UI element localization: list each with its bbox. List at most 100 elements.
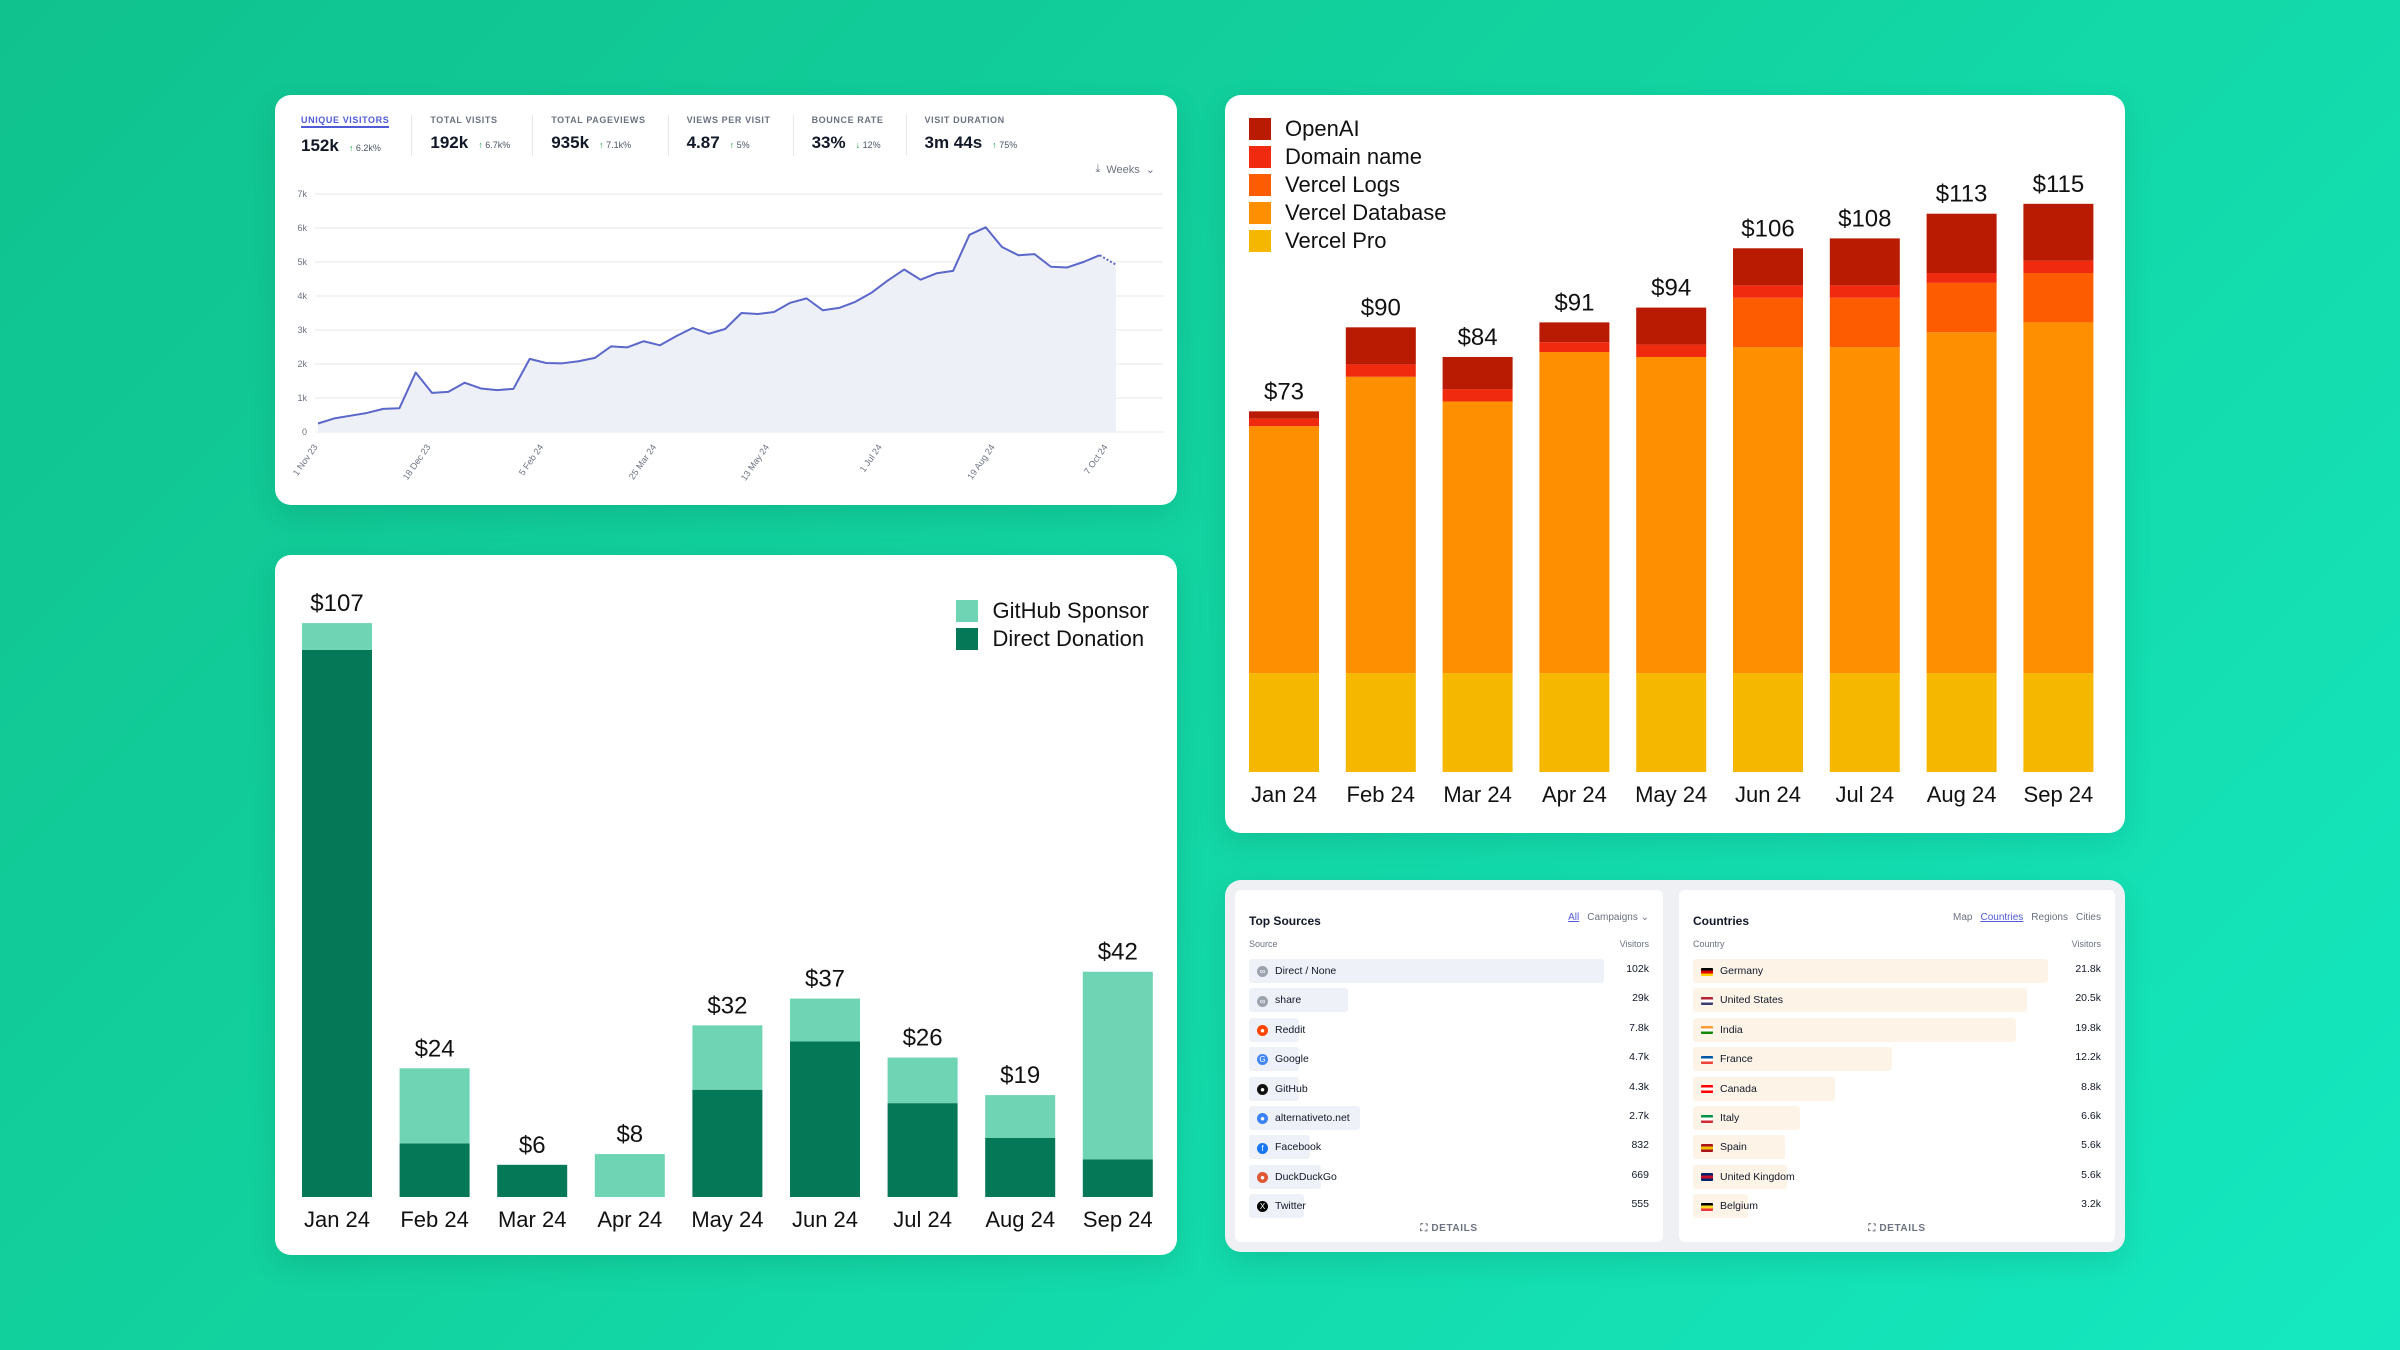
countries-list: Germany 21.8k United States 20.5k India 19.8k… bbox=[1693, 957, 2101, 1222]
list-item[interactable]: India 19.8k bbox=[1693, 1016, 2101, 1045]
kpi-tab[interactable]: TOTAL VISITS 192k ↑ 6.7k% bbox=[430, 115, 534, 156]
row-label: ● alternativeto.net bbox=[1257, 1104, 1350, 1133]
tab-regions[interactable]: Regions bbox=[2031, 912, 2068, 923]
bar-segment-domain-name bbox=[1636, 344, 1707, 357]
legend-label: Direct Donation bbox=[992, 626, 1145, 651]
kpi-row: UNIQUE VISITORS 152k ↑ 6.2k% TOTAL VISITS 19… bbox=[301, 115, 1057, 156]
list-item[interactable]: Spain 5.6k bbox=[1693, 1133, 2101, 1162]
kpi-value: 4.87 bbox=[686, 133, 720, 152]
bar-segment-github-sponsor bbox=[399, 1068, 470, 1144]
legend-label: Vercel Pro bbox=[1285, 228, 1387, 253]
interval-selector[interactable]: ⤓ Weeks ⌄ bbox=[1095, 163, 1155, 176]
row-value: 19.8k bbox=[2075, 1021, 2101, 1034]
tab-countries[interactable]: Countries bbox=[1980, 912, 2024, 923]
legend-swatch bbox=[1249, 174, 1271, 196]
kpi-tab[interactable]: BOUNCE RATE 33% ↓ 12% bbox=[812, 115, 907, 156]
kpi-label: TOTAL VISITS bbox=[430, 115, 498, 125]
tab-all[interactable]: All bbox=[1568, 912, 1580, 923]
list-item[interactable]: ● DuckDuckGo 669 bbox=[1249, 1163, 1649, 1192]
kpi-tab[interactable]: TOTAL PAGEVIEWS 935k ↑ 7.1k% bbox=[551, 115, 669, 156]
legend-swatch bbox=[1249, 118, 1271, 140]
belgium-flag-icon bbox=[1701, 1202, 1713, 1211]
bar-segment-vercel-pro bbox=[1345, 673, 1416, 772]
value-bar bbox=[1693, 1017, 2017, 1042]
bar-segment-domain-name bbox=[1733, 285, 1803, 298]
row-value: 29k bbox=[1632, 992, 1649, 1005]
kpi-tab[interactable]: VIEWS PER VISIT 4.87 ↑ 5% bbox=[687, 115, 794, 156]
list-item[interactable]: ● Reddit 7.8k bbox=[1249, 1016, 1649, 1045]
list-item[interactable]: f Facebook 832 bbox=[1249, 1133, 1649, 1162]
row-name: GitHub bbox=[1275, 1082, 1308, 1095]
bar-total-label: $73 bbox=[1264, 378, 1304, 405]
bar-segment-domain-name bbox=[1249, 418, 1319, 427]
row-value: 8.8k bbox=[2081, 1080, 2101, 1093]
bar-segment-github-sponsor bbox=[594, 1154, 665, 1197]
x-category-label: May 24 bbox=[1635, 782, 1707, 807]
list-item[interactable]: ∞ share 29k bbox=[1249, 986, 1649, 1015]
row-value: 20.5k bbox=[2075, 992, 2101, 1005]
list-item[interactable]: Germany 21.8k bbox=[1693, 957, 2101, 986]
bar-segment-direct-donation bbox=[302, 649, 372, 1197]
bar-total-label: $6 bbox=[519, 1132, 546, 1159]
row-name: Facebook bbox=[1275, 1141, 1322, 1154]
row-value: 102k bbox=[1626, 963, 1649, 975]
list-item[interactable]: United Kingdom 5.6k bbox=[1693, 1163, 2101, 1192]
tab-cities[interactable]: Cities bbox=[2075, 912, 2101, 923]
x-tick-label: 7 Oct 24 bbox=[1082, 442, 1110, 476]
kpi-delta-text: 6.2k% bbox=[355, 143, 381, 153]
value-bar bbox=[1693, 959, 2048, 983]
legend-item: Direct Donation bbox=[956, 625, 1149, 653]
list-item[interactable]: France 12.2k bbox=[1693, 1045, 2101, 1074]
list-item[interactable]: United States 20.5k bbox=[1693, 986, 2101, 1015]
row-label: India bbox=[1701, 1016, 1743, 1045]
kpi-value: 935k bbox=[551, 133, 590, 152]
row-name: United Kingdom bbox=[1720, 1170, 1795, 1183]
kpi-delta: ↑ 6.2k% bbox=[349, 143, 381, 153]
x-category-label: Jun 24 bbox=[1735, 782, 1801, 807]
list-item[interactable]: G Google 4.7k bbox=[1249, 1045, 1649, 1074]
details-button[interactable]: ⛶ DETAILS bbox=[1868, 1223, 1926, 1234]
panel-title: Countries bbox=[1693, 914, 1750, 928]
reddit-icon: ● bbox=[1257, 1024, 1268, 1036]
expand-icon: ⛶ bbox=[1868, 1223, 1880, 1234]
row-name: India bbox=[1720, 1023, 1743, 1036]
row-value: 2.7k bbox=[1629, 1109, 1649, 1122]
bar-segment-openai bbox=[1733, 248, 1803, 286]
italy-flag-icon bbox=[1701, 1114, 1713, 1123]
list-item[interactable]: ● GitHub 4.3k bbox=[1249, 1075, 1649, 1104]
kpi-tab[interactable]: VISIT DURATION 3m 44s ↑ 75% bbox=[925, 115, 1040, 156]
x-category-label: Apr 24 bbox=[597, 1207, 662, 1232]
y-tick-label: 1k bbox=[297, 393, 307, 403]
row-name: Direct / None bbox=[1275, 965, 1337, 977]
list-item[interactable]: ● alternativeto.net 2.7k bbox=[1249, 1104, 1649, 1133]
bar-segment-vercel-database bbox=[1442, 401, 1513, 674]
kpi-delta-text: 6.7k% bbox=[485, 140, 511, 150]
bar-segment-vercel-database bbox=[2023, 322, 2094, 674]
kpi-label: BOUNCE RATE bbox=[811, 115, 884, 125]
kpi-delta: ↓ 12% bbox=[856, 140, 881, 150]
download-icon[interactable]: ⤓ bbox=[1095, 163, 1101, 175]
kpi-value: 3m 44s bbox=[924, 133, 983, 152]
list-item[interactable]: ∞ Direct / None 102k bbox=[1249, 957, 1649, 986]
google-icon: G bbox=[1257, 1054, 1268, 1066]
bar-segment-vercel-logs bbox=[1829, 297, 1900, 348]
tab-map[interactable]: Map bbox=[1953, 912, 1973, 923]
tab-campaigns[interactable]: Campaigns ⌄ bbox=[1587, 912, 1649, 923]
kpi-delta: ↑ 5% bbox=[730, 140, 750, 150]
y-tick-label: 5k bbox=[297, 257, 307, 267]
list-item[interactable]: X Twitter 555 bbox=[1249, 1192, 1649, 1221]
row-name: France bbox=[1720, 1053, 1753, 1066]
kpi-tab[interactable]: UNIQUE VISITORS 152k ↑ 6.2k% bbox=[301, 115, 413, 156]
bar-segment-vercel-pro bbox=[1442, 673, 1513, 772]
row-label: France bbox=[1701, 1045, 1753, 1074]
bar-total-label: $107 bbox=[310, 590, 363, 617]
x-tick-label: 19 Aug 24 bbox=[965, 442, 996, 481]
list-item[interactable]: Italy 6.6k bbox=[1693, 1104, 2101, 1133]
y-tick-label: 6k bbox=[297, 223, 307, 233]
costs-legend: OpenAI Domain name Vercel Logs Vercel Datab… bbox=[1249, 115, 1446, 255]
list-item[interactable]: Canada 8.8k bbox=[1693, 1075, 2101, 1104]
list-item[interactable]: Belgium 3.2k bbox=[1693, 1192, 2101, 1221]
alternativeto-icon: ● bbox=[1257, 1113, 1268, 1125]
costs-card: $73 Jan 24 $90 Feb 24 $84 Mar 24 $91 Apr 24 $94 M… bbox=[1225, 95, 2125, 833]
details-button[interactable]: ⛶ DETAILS bbox=[1420, 1223, 1478, 1234]
